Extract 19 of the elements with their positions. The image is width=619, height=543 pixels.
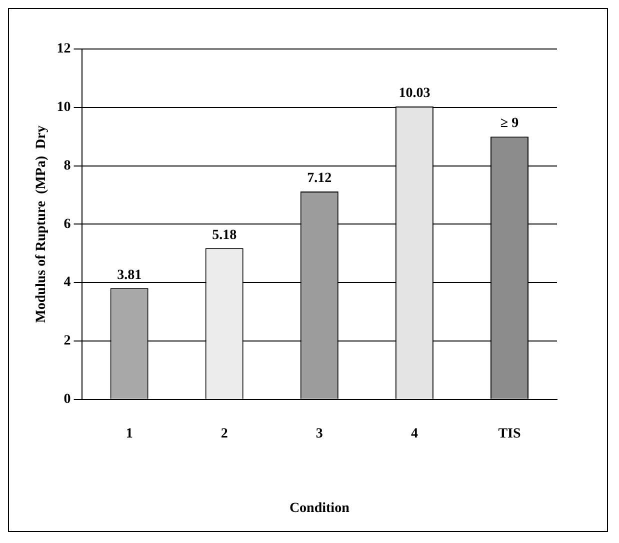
y-axis-title: Modulus of Rupture (MPa) Dry xyxy=(34,126,50,323)
x-tick-label: 3 xyxy=(316,426,323,442)
x-tick-label: 1 xyxy=(126,426,133,442)
x-tick-label: TIS xyxy=(498,426,521,442)
data-label: ≥ 9 xyxy=(500,116,519,132)
data-label: 3.81 xyxy=(117,268,142,283)
y-tick-label: 0 xyxy=(64,392,71,408)
y-tick-label: 10 xyxy=(56,100,71,116)
x-tick-label: 4 xyxy=(410,426,418,442)
y-tick-label: 12 xyxy=(56,42,71,57)
y-tick-label: 2 xyxy=(64,334,71,349)
data-label: 10.03 xyxy=(398,86,430,102)
data-label: 7.12 xyxy=(307,171,332,186)
y-tick-label: 4 xyxy=(64,275,71,290)
data-label: 5.18 xyxy=(212,228,237,243)
y-tick-label: 6 xyxy=(64,216,71,232)
x-tick-label: 2 xyxy=(220,426,228,442)
y-tick-label: 8 xyxy=(64,158,71,174)
x-axis-title: Condition xyxy=(289,501,350,516)
